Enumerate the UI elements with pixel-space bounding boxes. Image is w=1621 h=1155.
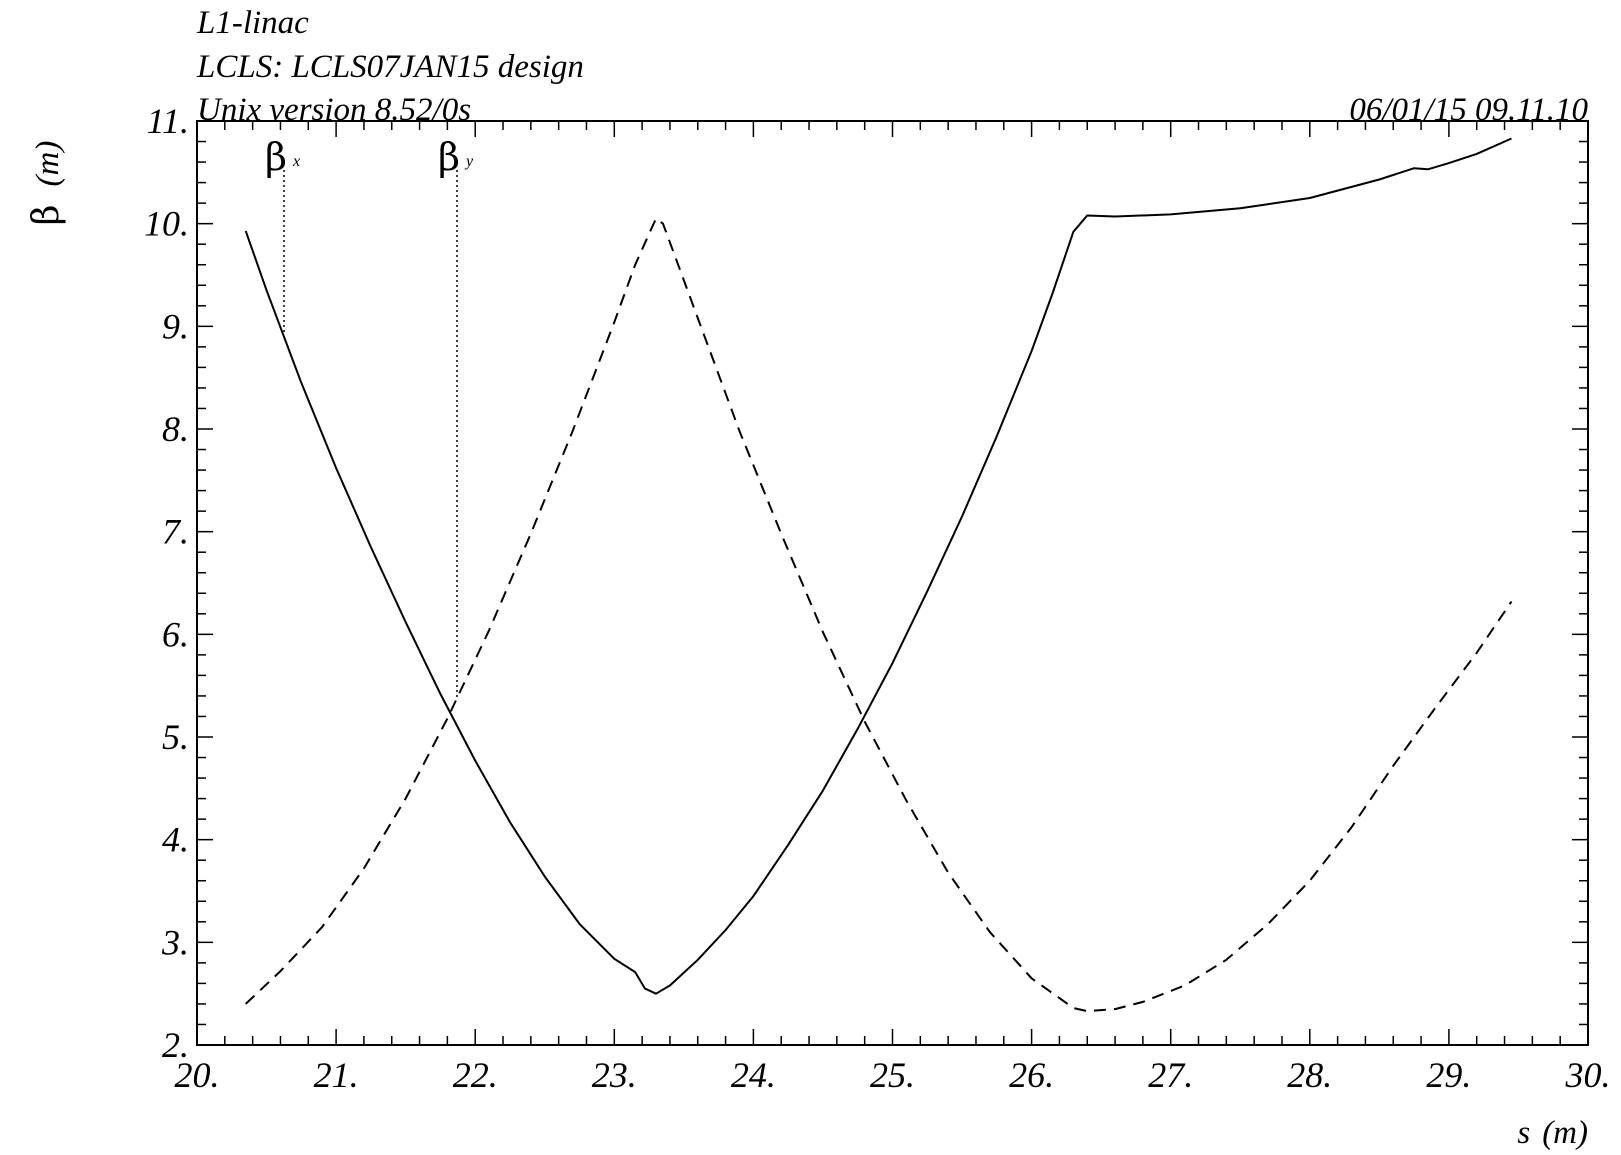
y-tick-label: 11. bbox=[147, 101, 189, 141]
x-axis-label-symbol: s bbox=[1517, 1115, 1530, 1151]
svg-text:β x: β x bbox=[265, 135, 300, 179]
legend-entry-beta-x: β x bbox=[265, 135, 300, 332]
y-tick-label: 7. bbox=[162, 512, 189, 552]
legend-entry-beta-y: β y bbox=[438, 135, 474, 700]
x-tick-labels: 20. 21. 22. 23. 24. 25. 26. 27. 28. 29. 30. bbox=[175, 1055, 1611, 1095]
plot-title-line-2: LCLS: LCLS07JAN15 design bbox=[196, 49, 584, 85]
y-tick-label: 6. bbox=[162, 614, 189, 654]
plot-title-line-1: L1-linac bbox=[196, 5, 309, 41]
y-tick-label: 4. bbox=[162, 820, 189, 860]
series-group bbox=[244, 137, 1513, 1013]
x-tick-label: 30. bbox=[1565, 1055, 1611, 1095]
x-tick-label: 28. bbox=[1287, 1055, 1332, 1095]
legend-beta-x-subscript: x bbox=[292, 153, 300, 170]
y-tick-labels: 2. 3. 4. 5. 6. 7. 8. 9. 10. 11. bbox=[144, 101, 189, 1065]
legend-beta-x-symbol: β bbox=[265, 135, 287, 179]
y-tick-label: 3. bbox=[161, 922, 189, 962]
y-tick-label: 2. bbox=[162, 1025, 189, 1065]
series-beta-y-line bbox=[245, 217, 1513, 1013]
y-tick-label: 9. bbox=[162, 306, 189, 346]
y-tick-label: 5. bbox=[162, 717, 189, 757]
x-tick-label: 22. bbox=[453, 1055, 498, 1095]
x-axis-label-unit: (m) bbox=[1542, 1115, 1588, 1151]
y-axis-label-unit: (m) bbox=[30, 141, 66, 187]
x-tick-label: 23. bbox=[592, 1055, 637, 1095]
legend-beta-y-subscript: y bbox=[464, 153, 474, 170]
x-tick-label: 26. bbox=[1009, 1055, 1054, 1095]
x-tick-label: 27. bbox=[1148, 1055, 1193, 1095]
axis-ticks bbox=[196, 120, 1589, 1046]
plot-frame bbox=[196, 120, 1589, 1046]
plot-title-line-3: Unix version 8.52/0s bbox=[197, 92, 471, 128]
x-tick-label: 29. bbox=[1426, 1055, 1471, 1095]
x-tick-label: 25. bbox=[870, 1055, 915, 1095]
series-beta-x-line bbox=[244, 137, 1512, 995]
plot-timestamp: 06/01/15 09.11.10 bbox=[1349, 92, 1588, 128]
y-axis-label: β (m) bbox=[26, 141, 67, 226]
x-tick-label: 20. bbox=[175, 1055, 220, 1095]
y-tick-label: 8. bbox=[162, 409, 189, 449]
y-tick-label: 10. bbox=[144, 204, 189, 244]
x-axis-label: s (m) bbox=[1517, 1115, 1588, 1151]
y-axis-label-symbol: β bbox=[26, 205, 67, 226]
legend: β x β y bbox=[265, 135, 474, 700]
svg-text:β y: β y bbox=[438, 135, 474, 179]
x-tick-label: 21. bbox=[314, 1055, 359, 1095]
x-tick-label: 24. bbox=[731, 1055, 776, 1095]
legend-beta-y-symbol: β bbox=[438, 135, 460, 179]
svg-text:β (m): β (m) bbox=[26, 141, 67, 226]
